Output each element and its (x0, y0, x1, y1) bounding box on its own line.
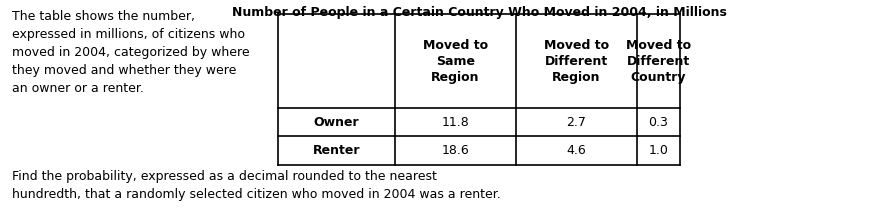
Text: Owner: Owner (314, 116, 359, 129)
Text: Moved to
Different
Country: Moved to Different Country (626, 38, 691, 84)
Text: Moved to
Different
Region: Moved to Different Region (544, 38, 609, 84)
Text: 1.0: 1.0 (649, 144, 669, 157)
Text: 11.8: 11.8 (441, 116, 469, 129)
Text: 2.7: 2.7 (566, 116, 586, 129)
Text: The table shows the number,
expressed in millions, of citizens who
moved in 2004: The table shows the number, expressed in… (12, 10, 250, 95)
Text: 0.3: 0.3 (649, 116, 669, 129)
Text: Renter: Renter (313, 144, 360, 157)
Text: Moved to
Same
Region: Moved to Same Region (423, 38, 488, 84)
Text: Find the probability, expressed as a decimal rounded to the nearest
hundredth, t: Find the probability, expressed as a dec… (12, 170, 501, 201)
Text: Number of People in a Certain Country Who Moved in 2004, in Millions: Number of People in a Certain Country Wh… (232, 6, 726, 19)
Text: 18.6: 18.6 (441, 144, 469, 157)
Text: 4.6: 4.6 (566, 144, 586, 157)
